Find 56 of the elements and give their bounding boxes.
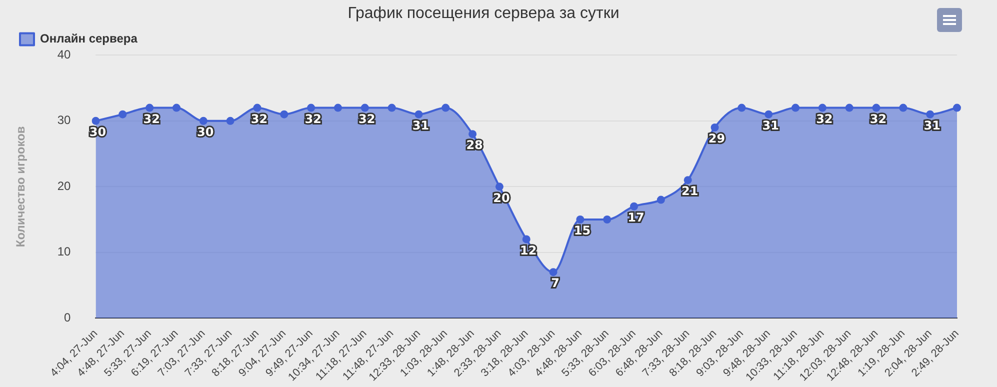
data-label: 32	[816, 112, 833, 126]
point	[603, 216, 612, 224]
point	[226, 116, 234, 125]
y-tick-label: 20	[57, 178, 72, 193]
chart-title: График посещения сервера за сутки	[348, 5, 620, 22]
data-label: 15	[574, 224, 591, 238]
point	[818, 104, 826, 112]
data-label: 31	[924, 118, 940, 132]
point	[926, 110, 934, 118]
data-label: 29	[708, 132, 726, 146]
point	[442, 104, 450, 112]
point	[953, 104, 961, 112]
data-label: 7	[551, 276, 560, 290]
point	[307, 104, 316, 112]
point	[684, 176, 692, 184]
point	[630, 202, 638, 210]
point	[360, 104, 369, 112]
data-label: 21	[682, 184, 698, 198]
point	[414, 110, 423, 118]
point	[280, 110, 288, 118]
point	[764, 110, 773, 118]
legend-label: Онлайн сервера	[40, 32, 138, 46]
point	[522, 235, 530, 244]
y-tick-label: 10	[57, 244, 72, 259]
point	[118, 110, 127, 118]
data-label: 32	[870, 112, 887, 126]
data-label: 32	[143, 112, 160, 126]
point	[334, 104, 342, 112]
y-tick-label: 30	[57, 113, 72, 128]
point	[172, 104, 180, 112]
point	[92, 116, 100, 125]
point	[576, 216, 584, 224]
point	[656, 196, 665, 204]
point	[495, 182, 504, 191]
y-tick-label: 0	[64, 310, 72, 324]
data-label: 32	[358, 112, 376, 126]
data-label: 32	[250, 112, 268, 126]
y-axis-title: Количество игроков	[14, 126, 28, 248]
point	[845, 104, 854, 112]
point	[468, 130, 477, 138]
point	[549, 268, 558, 276]
y-tick-label: 40	[57, 48, 72, 62]
point	[710, 123, 719, 132]
point	[146, 104, 154, 112]
point	[792, 104, 800, 112]
data-label: 31	[412, 118, 430, 132]
point	[899, 104, 908, 112]
data-label: 32	[304, 112, 322, 126]
point	[738, 104, 746, 112]
point	[199, 116, 208, 125]
data-label: 17	[628, 210, 644, 224]
data-label: 31	[762, 118, 779, 132]
point	[253, 104, 262, 112]
data-label: 30	[197, 125, 214, 140]
point	[872, 104, 880, 112]
point	[388, 104, 396, 112]
